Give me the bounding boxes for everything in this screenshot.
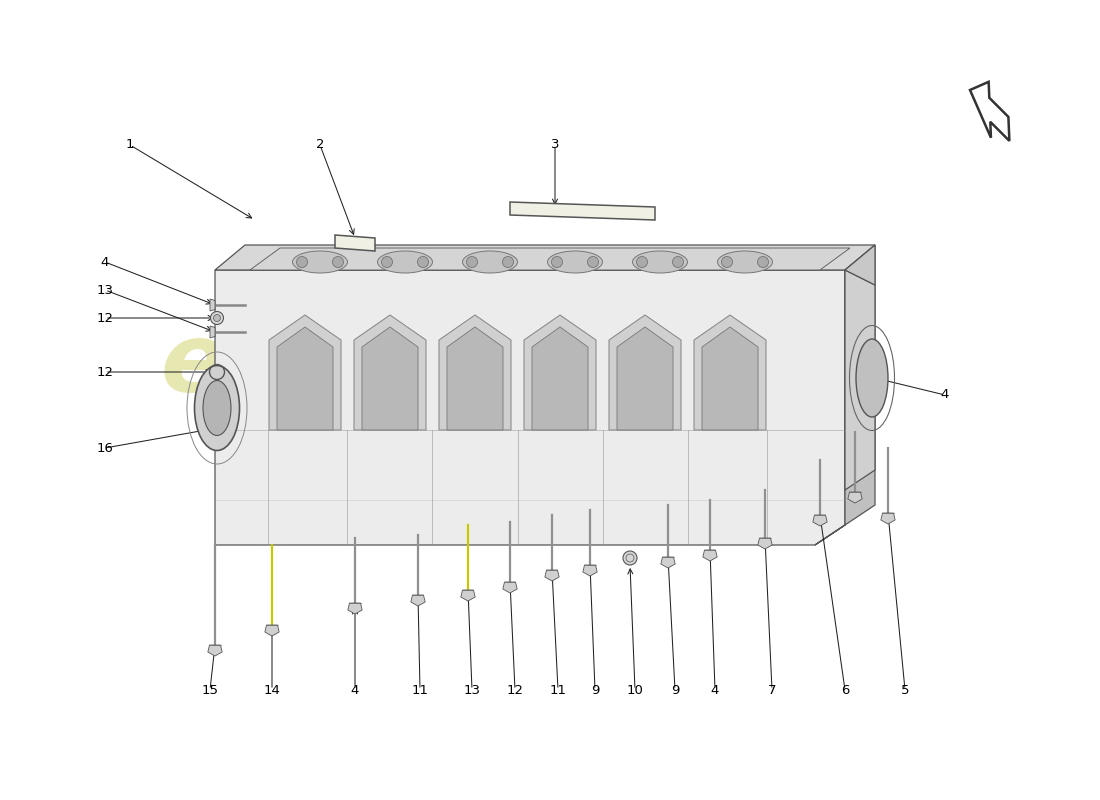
Polygon shape xyxy=(208,645,222,656)
Polygon shape xyxy=(524,315,596,430)
Ellipse shape xyxy=(856,339,888,417)
Polygon shape xyxy=(703,550,717,561)
Text: 10: 10 xyxy=(627,683,644,697)
Ellipse shape xyxy=(548,251,603,273)
Circle shape xyxy=(213,314,220,322)
Text: 15: 15 xyxy=(201,683,219,697)
Polygon shape xyxy=(265,625,279,636)
Circle shape xyxy=(418,257,429,267)
Polygon shape xyxy=(544,570,559,581)
Ellipse shape xyxy=(293,251,348,273)
Polygon shape xyxy=(845,245,875,285)
Polygon shape xyxy=(661,557,675,568)
Polygon shape xyxy=(694,315,766,430)
Text: 9: 9 xyxy=(671,683,679,697)
Polygon shape xyxy=(815,245,875,545)
Polygon shape xyxy=(609,315,681,430)
Polygon shape xyxy=(214,245,875,270)
Text: 3: 3 xyxy=(551,138,559,151)
Circle shape xyxy=(722,257,733,267)
Text: 6: 6 xyxy=(840,683,849,697)
Polygon shape xyxy=(439,315,512,430)
Text: 12: 12 xyxy=(97,311,113,325)
Text: 12: 12 xyxy=(506,683,524,697)
Text: since 1985: since 1985 xyxy=(540,484,792,526)
Text: 11: 11 xyxy=(411,683,429,697)
Ellipse shape xyxy=(632,251,688,273)
Text: 5: 5 xyxy=(901,683,910,697)
Text: 7: 7 xyxy=(768,683,777,697)
Polygon shape xyxy=(510,202,654,220)
Text: 1: 1 xyxy=(125,138,134,151)
Polygon shape xyxy=(410,595,425,606)
Text: 14: 14 xyxy=(264,683,280,697)
Text: 13: 13 xyxy=(97,283,113,297)
Circle shape xyxy=(332,257,343,267)
Polygon shape xyxy=(881,513,895,524)
Circle shape xyxy=(551,257,562,267)
Ellipse shape xyxy=(717,251,772,273)
Circle shape xyxy=(210,311,223,325)
Polygon shape xyxy=(210,299,214,311)
Polygon shape xyxy=(503,582,517,593)
Text: 12: 12 xyxy=(97,366,113,378)
Polygon shape xyxy=(848,492,862,503)
Polygon shape xyxy=(362,327,418,430)
Ellipse shape xyxy=(377,251,432,273)
Polygon shape xyxy=(461,590,475,601)
Text: a passion: a passion xyxy=(214,421,482,469)
Polygon shape xyxy=(532,327,588,430)
Polygon shape xyxy=(813,515,827,526)
Circle shape xyxy=(587,257,598,267)
Text: 4: 4 xyxy=(101,255,109,269)
Polygon shape xyxy=(970,82,1010,141)
Text: 4: 4 xyxy=(940,389,949,402)
Circle shape xyxy=(382,257,393,267)
Ellipse shape xyxy=(462,251,517,273)
Circle shape xyxy=(672,257,683,267)
Circle shape xyxy=(466,257,477,267)
Polygon shape xyxy=(702,327,758,430)
Circle shape xyxy=(297,257,308,267)
Polygon shape xyxy=(336,235,375,251)
Polygon shape xyxy=(214,270,845,545)
Circle shape xyxy=(637,257,648,267)
Polygon shape xyxy=(758,538,772,549)
Polygon shape xyxy=(583,565,597,576)
Ellipse shape xyxy=(195,366,240,450)
Polygon shape xyxy=(447,327,503,430)
Circle shape xyxy=(503,257,514,267)
Text: 16: 16 xyxy=(97,442,113,454)
Polygon shape xyxy=(348,603,362,614)
Polygon shape xyxy=(250,248,850,270)
Polygon shape xyxy=(617,327,673,430)
Text: 4: 4 xyxy=(351,683,360,697)
Text: 13: 13 xyxy=(463,683,481,697)
Text: 2: 2 xyxy=(316,138,324,151)
Text: 11: 11 xyxy=(550,683,566,697)
Polygon shape xyxy=(277,327,333,430)
Polygon shape xyxy=(845,270,875,490)
Text: europ: europ xyxy=(160,318,480,411)
Polygon shape xyxy=(210,326,214,338)
Text: 4: 4 xyxy=(711,683,719,697)
Circle shape xyxy=(758,257,769,267)
Ellipse shape xyxy=(204,381,231,435)
Polygon shape xyxy=(270,315,341,430)
Text: 9: 9 xyxy=(591,683,600,697)
Polygon shape xyxy=(354,315,426,430)
Circle shape xyxy=(623,551,637,565)
